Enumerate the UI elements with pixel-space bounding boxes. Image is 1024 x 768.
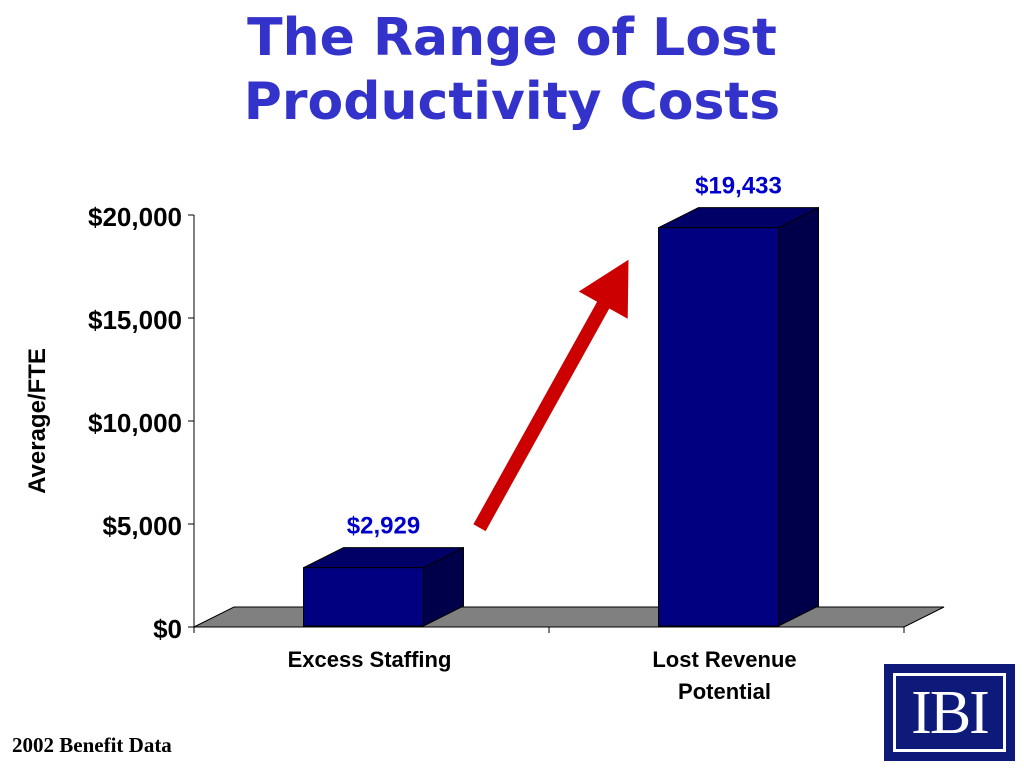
x-category-label: Excess Staffing [288,647,452,672]
bar [303,567,424,627]
page-title: The Range of Lost Productivity Costs [0,6,1024,134]
data-label: $2,929 [347,513,420,540]
y-tick-label: $10,000 [88,408,182,438]
y-tick-label: $5,000 [102,511,182,541]
logo-text: IBI [893,673,1006,752]
title-line-1: The Range of Lost [247,8,777,68]
y-tick-label: $20,000 [88,202,182,232]
bar-side [778,206,819,627]
ibi-logo: IBI [884,664,1015,761]
x-category-label: Potential [678,679,771,704]
y-axis-title: Average/FTE [24,348,51,494]
data-label: $19,433 [695,173,782,200]
growth-arrow [473,259,629,532]
footer-note: 2002 Benefit Data [12,733,172,757]
x-category-label: Lost Revenue [652,647,796,672]
y-tick-label: $0 [153,614,182,644]
title-line-2: Productivity Costs [243,72,781,132]
y-tick-label: $15,000 [88,305,182,335]
bar [658,227,779,627]
